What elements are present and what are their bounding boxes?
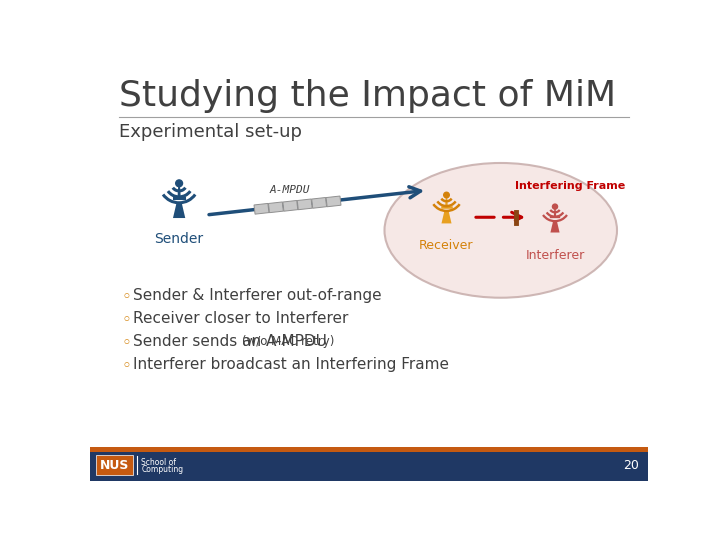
FancyBboxPatch shape: [312, 198, 327, 208]
Text: NUS: NUS: [100, 458, 130, 472]
FancyBboxPatch shape: [297, 199, 312, 210]
Bar: [90, 452, 648, 481]
Text: 20: 20: [623, 460, 639, 472]
Polygon shape: [554, 207, 556, 216]
Text: Receiver closer to Interferer: Receiver closer to Interferer: [133, 311, 348, 326]
Polygon shape: [173, 203, 185, 218]
Text: Computing: Computing: [141, 465, 184, 474]
Text: A-MPDU: A-MPDU: [270, 185, 310, 195]
Text: Studying the Impact of MiM: Studying the Impact of MiM: [120, 79, 616, 113]
Bar: [90, 448, 648, 452]
Text: ◦: ◦: [121, 288, 131, 306]
Polygon shape: [445, 195, 448, 205]
Text: ◦: ◦: [121, 357, 131, 375]
Text: ◦: ◦: [121, 334, 131, 352]
Text: ◦: ◦: [121, 311, 131, 329]
Circle shape: [176, 180, 183, 187]
Text: Interfering Frame: Interfering Frame: [516, 181, 626, 192]
Circle shape: [552, 204, 557, 209]
Polygon shape: [441, 211, 451, 224]
Text: Experimental set-up: Experimental set-up: [120, 123, 302, 140]
Text: (w/o MAC retry): (w/o MAC retry): [242, 335, 335, 348]
Text: Sender: Sender: [155, 232, 204, 246]
FancyBboxPatch shape: [269, 202, 284, 213]
Circle shape: [444, 192, 449, 198]
Ellipse shape: [384, 163, 617, 298]
Polygon shape: [178, 184, 181, 196]
Polygon shape: [550, 221, 559, 233]
Text: Receiver: Receiver: [419, 239, 474, 252]
Text: Sender sends an A-MPDU: Sender sends an A-MPDU: [133, 334, 332, 349]
Text: Sender & Interferer out-of-range: Sender & Interferer out-of-range: [133, 288, 382, 303]
Text: School of: School of: [141, 458, 176, 467]
FancyBboxPatch shape: [254, 204, 269, 214]
Text: Interferer: Interferer: [526, 249, 585, 262]
Text: Interferer broadcast an Interfering Frame: Interferer broadcast an Interfering Fram…: [133, 357, 449, 373]
FancyBboxPatch shape: [326, 196, 341, 207]
FancyBboxPatch shape: [283, 200, 298, 211]
Bar: [96, 455, 133, 475]
